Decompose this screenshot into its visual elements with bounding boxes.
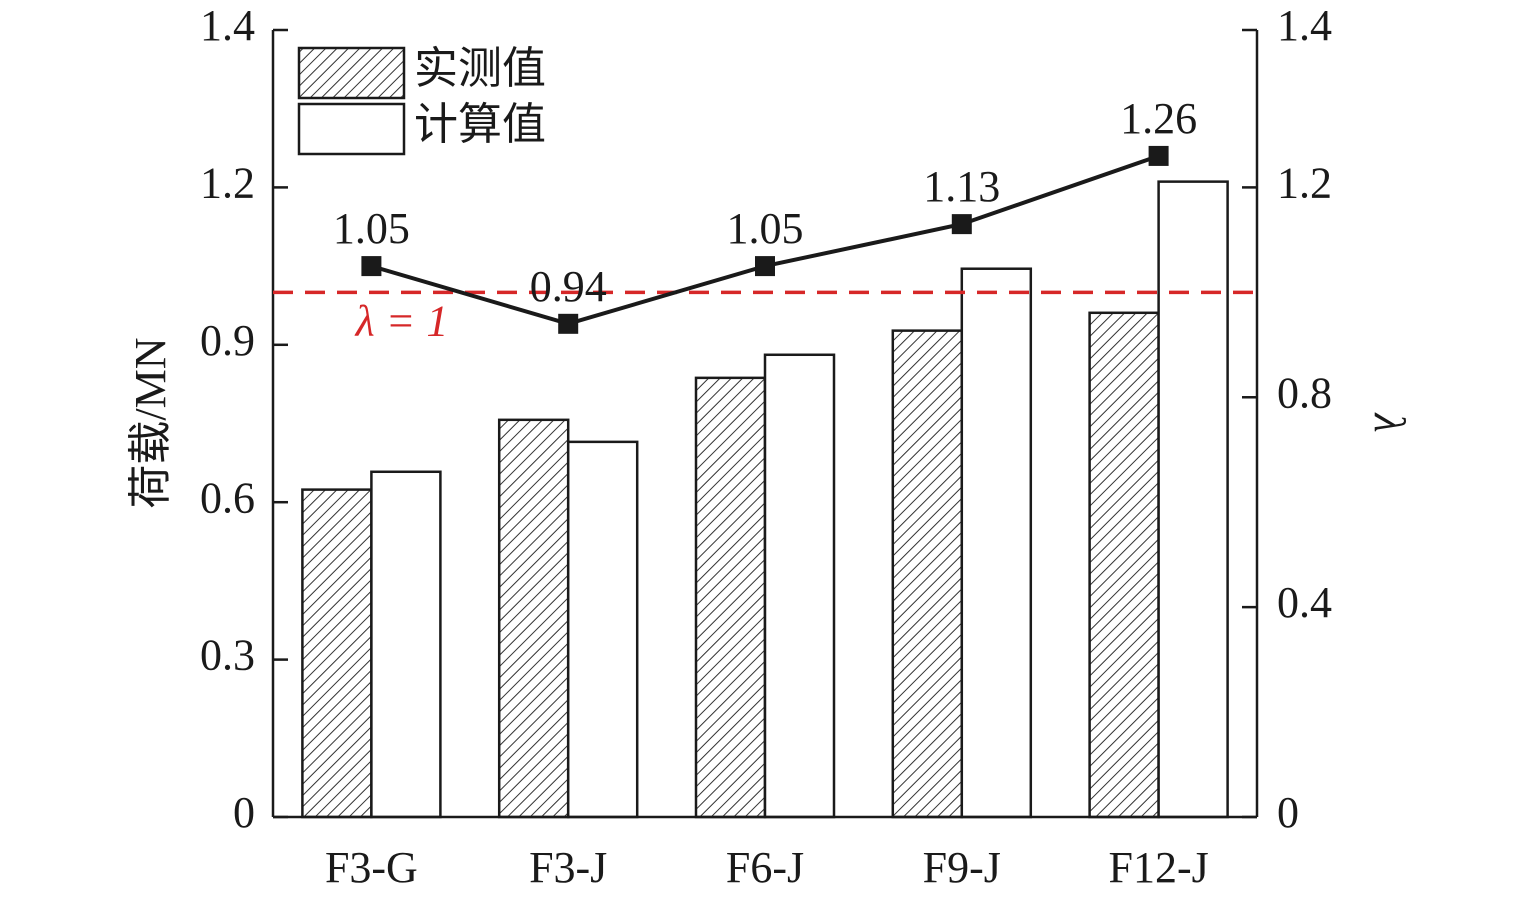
y2-tick-label: 1.2 (1277, 158, 1332, 207)
x-tick-label: F9-J (923, 843, 1001, 892)
marker (951, 214, 972, 235)
x-tick-label: F12-J (1108, 843, 1208, 892)
value-label: 0.94 (530, 262, 607, 311)
x-tick-label: F3-J (529, 843, 607, 892)
value-label: 1.26 (1120, 94, 1197, 143)
y-tick-label: 0 (233, 788, 255, 837)
bar (497, 418, 570, 819)
bar (960, 267, 1033, 819)
bar (694, 376, 767, 819)
bar (1157, 180, 1229, 819)
reference-label: λ = 1 (354, 296, 449, 345)
bar (370, 470, 442, 819)
bar (301, 488, 373, 819)
y-tick-label: 1.2 (200, 158, 255, 207)
x-tick-label: F3-G (325, 843, 418, 892)
y2-axis-label: λ (1365, 411, 1414, 432)
bar (566, 440, 639, 819)
y-tick-label: 1.4 (200, 1, 255, 50)
y2-tick-label: 1.4 (1277, 1, 1332, 50)
x-tick-label: F6-J (726, 843, 804, 892)
value-label: 1.05 (727, 204, 804, 253)
marker (361, 256, 382, 277)
legend-label: 计算值 (414, 100, 546, 149)
legend-swatch (297, 102, 406, 156)
legend-label: 实测值 (414, 44, 546, 93)
legend-swatch (297, 46, 406, 100)
value-label: 1.13 (923, 162, 1000, 211)
bar (763, 353, 836, 819)
y-tick-label: 0.3 (200, 631, 255, 680)
y2-tick-label: 0 (1277, 788, 1299, 837)
marker (1148, 145, 1169, 166)
value-label: 1.05 (333, 204, 410, 253)
y-tick-label: 0.9 (200, 316, 255, 365)
marker (755, 256, 775, 277)
bar (891, 329, 964, 819)
y-tick-label: 0.6 (200, 473, 255, 522)
bar (1088, 311, 1160, 819)
y2-tick-label: 0.8 (1277, 368, 1332, 417)
marker (558, 313, 579, 334)
y-axis-label: 荷载/MN (126, 337, 175, 508)
y2-tick-label: 0.4 (1277, 578, 1332, 627)
